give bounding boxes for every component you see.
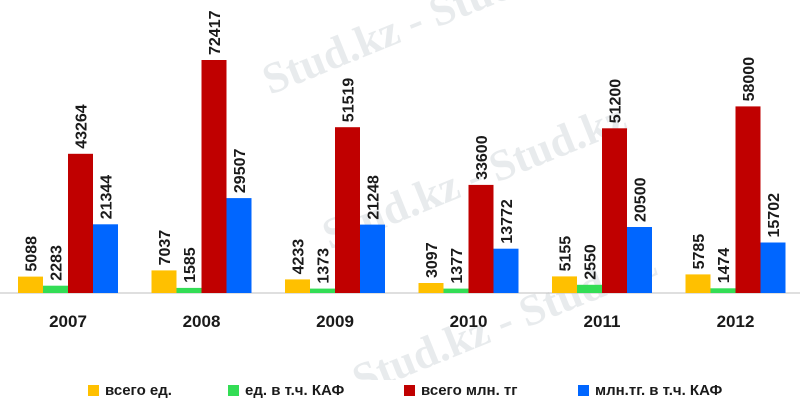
data-label-2012-series-1: 1474 [716,248,733,284]
legend-item-3: млн.тг. в т.ч. КАФ [578,382,722,399]
data-label-2011-series-0: 5155 [558,236,575,272]
bar-2012-series-2 [735,106,761,294]
data-label-2012-series-0: 5785 [691,234,708,270]
legend-label-1: ед. в т.ч. КАФ [245,382,345,399]
legend-item-1: ед. в т.ч. КАФ [228,382,344,399]
data-label-2007-series-0: 5088 [24,236,41,272]
legend: всего ед. ед. в т.ч. КАФ всего млн. тг м… [0,382,800,404]
data-label-2007-series-1: 2283 [49,245,66,281]
category-labels: 2007 2008 2009 2010 2011 2012 [49,312,754,331]
bar-2008-series-2 [201,60,227,293]
bar-2009-series-0 [285,279,310,293]
legend-label-0: всего ед. [105,382,172,399]
bar-2011-series-3 [627,227,652,293]
data-label-2008-series-1: 1585 [182,247,199,283]
bar-2009-series-3 [360,224,385,293]
bar-2007-series-1 [43,285,68,293]
data-label-2010-series-2: 33600 [474,135,491,180]
data-label-2009-series-2: 51519 [341,78,358,123]
data-labels: 5088 2283 43264 21344 7037 1585 72417 29507 4233… [24,10,784,283]
bar-2010-series-2 [468,184,494,293]
bar-2008-series-0 [151,270,177,293]
data-label-2010-series-0: 3097 [424,242,441,278]
data-label-2012-series-3: 15702 [766,193,783,238]
legend-swatch-1 [228,385,239,396]
data-label-2010-series-1: 1377 [449,248,466,284]
legend-label-3: млн.тг. в т.ч. КАФ [595,382,723,399]
bar-2010-series-0 [418,283,444,293]
watermark-text-0: Stud.kz - Stud.kz [255,0,573,104]
data-label-2011-series-2: 51200 [608,79,625,124]
category-label-2012: 2012 [717,312,755,331]
legend-item-0: всего ед. [88,382,172,399]
data-label-2011-series-1: 2550 [583,244,600,280]
bar-2008-series-3 [226,198,252,293]
data-label-2009-series-0: 4233 [291,239,308,275]
category-label-2008: 2008 [183,312,221,331]
data-label-2012-series-2: 58000 [741,57,758,102]
legend-item-2: всего млн. тг [404,382,518,399]
legend-swatch-0 [88,385,99,396]
legend-label-2: всего млн. тг [421,382,518,399]
bars [18,60,786,294]
bar-2007-series-2 [68,153,93,293]
category-label-2010: 2010 [450,312,488,331]
data-label-2008-series-0: 7037 [157,230,174,266]
bar-2012-series-0 [685,274,711,293]
data-label-2007-series-2: 43264 [74,104,91,149]
data-label-2011-series-3: 20500 [633,177,650,222]
category-label-2009: 2009 [316,312,354,331]
data-label-2008-series-3: 29507 [232,149,249,194]
bar-2007-series-0 [18,276,43,293]
legend-swatch-3 [578,385,589,396]
data-label-2008-series-2: 72417 [207,10,224,55]
category-label-2011: 2011 [584,312,621,331]
bar-2007-series-3 [93,224,118,293]
category-label-2007: 2007 [49,312,87,331]
data-label-2010-series-3: 13772 [499,199,516,244]
data-label-2009-series-1: 1373 [316,248,333,284]
bar-2012-series-1 [710,288,736,293]
bar-2011-series-2 [602,128,627,293]
legend-swatch-2 [404,385,415,396]
bar-2010-series-3 [493,248,519,293]
bar-2009-series-1 [310,288,335,293]
bar-2012-series-3 [760,242,786,293]
data-label-2007-series-3: 21344 [99,175,116,220]
data-label-2009-series-3: 21248 [366,175,383,220]
bar-2009-series-2 [335,127,360,293]
bar-2011-series-0 [552,276,577,293]
bar-2008-series-1 [176,287,202,293]
bar-2011-series-1 [577,284,602,293]
bar-2010-series-1 [443,288,469,293]
